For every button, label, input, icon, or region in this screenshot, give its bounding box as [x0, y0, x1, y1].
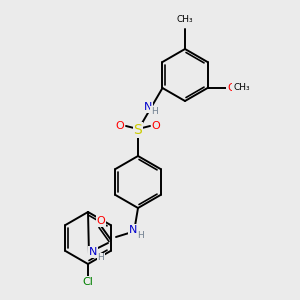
Text: CH₃: CH₃ [177, 15, 193, 24]
Text: O: O [152, 121, 160, 131]
Text: Cl: Cl [82, 277, 93, 287]
Text: CH₃: CH₃ [233, 83, 250, 92]
Text: O: O [116, 121, 124, 131]
Text: N: N [144, 102, 152, 112]
Text: S: S [134, 123, 142, 137]
Text: O: O [227, 83, 236, 93]
Text: O: O [97, 216, 105, 226]
Text: N: N [89, 247, 97, 257]
Text: H: H [138, 230, 144, 239]
Text: H: H [151, 106, 158, 116]
Text: H: H [98, 254, 104, 262]
Text: N: N [129, 225, 137, 235]
